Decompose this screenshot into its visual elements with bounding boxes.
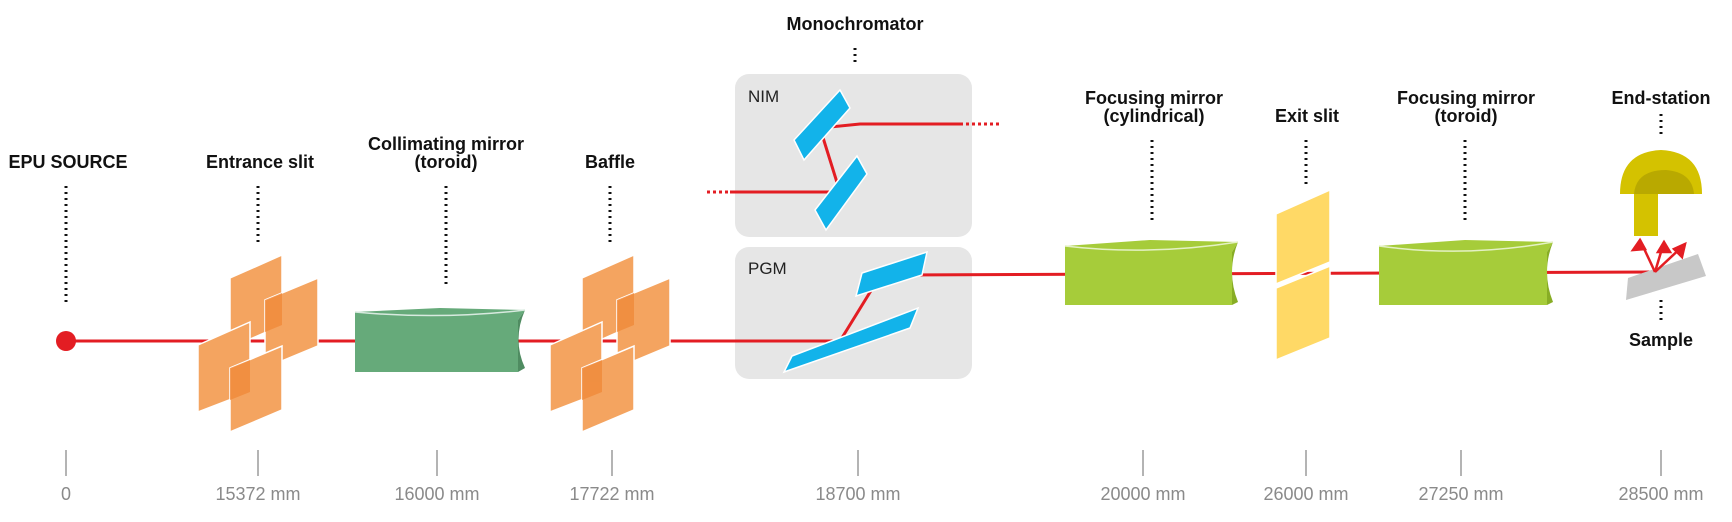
pgm-crystal-upper (854, 250, 929, 298)
focusing-cyl-edge (1064, 241, 1239, 251)
axis-label-0: 0 (61, 484, 71, 504)
sample-plate (1626, 254, 1706, 300)
label-monochromator: Monochromator (787, 14, 924, 34)
axis-label-8: 28500 mm (1618, 484, 1703, 504)
distance-axis: 0 15372 mm 16000 mm 17722 mm 18700 mm 20… (61, 450, 1704, 504)
label-pgm: PGM (748, 259, 787, 278)
label-collimating-mirror-sub: (toroid) (415, 152, 478, 172)
emission-arrows (1630, 237, 1687, 273)
nim-box (735, 74, 972, 237)
mono-crystals (782, 88, 929, 374)
end-station-dome-inner (1634, 170, 1694, 194)
label-exit-slit: Exit slit (1275, 106, 1339, 126)
baffle-overlaps (582, 293, 634, 400)
focusing-tor-edge (1378, 241, 1554, 252)
axis-label-3: 17722 mm (569, 484, 654, 504)
baffle-plates (549, 253, 671, 434)
label-focusing-tor: Focusing mirror (1397, 88, 1535, 108)
entrance-slit-overlaps (230, 293, 282, 400)
focusing-tor-face (1547, 242, 1553, 305)
focusing-tor-block (1379, 240, 1553, 305)
axis-label-7: 27250 mm (1418, 484, 1503, 504)
label-sample: Sample (1629, 330, 1693, 350)
entrance-slit-plates (197, 253, 319, 434)
focusing-cyl-face (1232, 242, 1238, 305)
label-end-station: End-station (1612, 88, 1711, 108)
collimating-mirror-face (518, 310, 525, 372)
label-entrance-slit: Entrance slit (206, 152, 314, 172)
label-focusing-cyl-sub: (cylindrical) (1103, 106, 1204, 126)
label-focusing-tor-sub: (toroid) (1435, 106, 1498, 126)
label-epu-source: EPU SOURCE (8, 152, 127, 172)
label-focusing-cyl: Focusing mirror (1085, 88, 1223, 108)
nim-crystal-upper (793, 88, 851, 162)
label-nim: NIM (748, 87, 779, 106)
end-station-stem (1634, 194, 1658, 236)
focusing-cyl-block (1065, 240, 1238, 305)
axis-label-6: 26000 mm (1263, 484, 1348, 504)
nim-crystal-lower (814, 154, 868, 232)
axis-label-4: 18700 mm (815, 484, 900, 504)
pgm-box (735, 247, 972, 379)
axis-label-1: 15372 mm (215, 484, 300, 504)
epu-source-dot (56, 331, 76, 351)
label-collimating-mirror: Collimating mirror (368, 134, 524, 154)
pgm-crystal-lower (782, 306, 920, 374)
axis-label-5: 20000 mm (1100, 484, 1185, 504)
axis-label-2: 16000 mm (394, 484, 479, 504)
collimating-mirror-top (354, 309, 526, 317)
label-baffle: Baffle (585, 152, 635, 172)
exit-slit-plates (1275, 188, 1331, 362)
collimating-mirror-block (355, 308, 525, 372)
